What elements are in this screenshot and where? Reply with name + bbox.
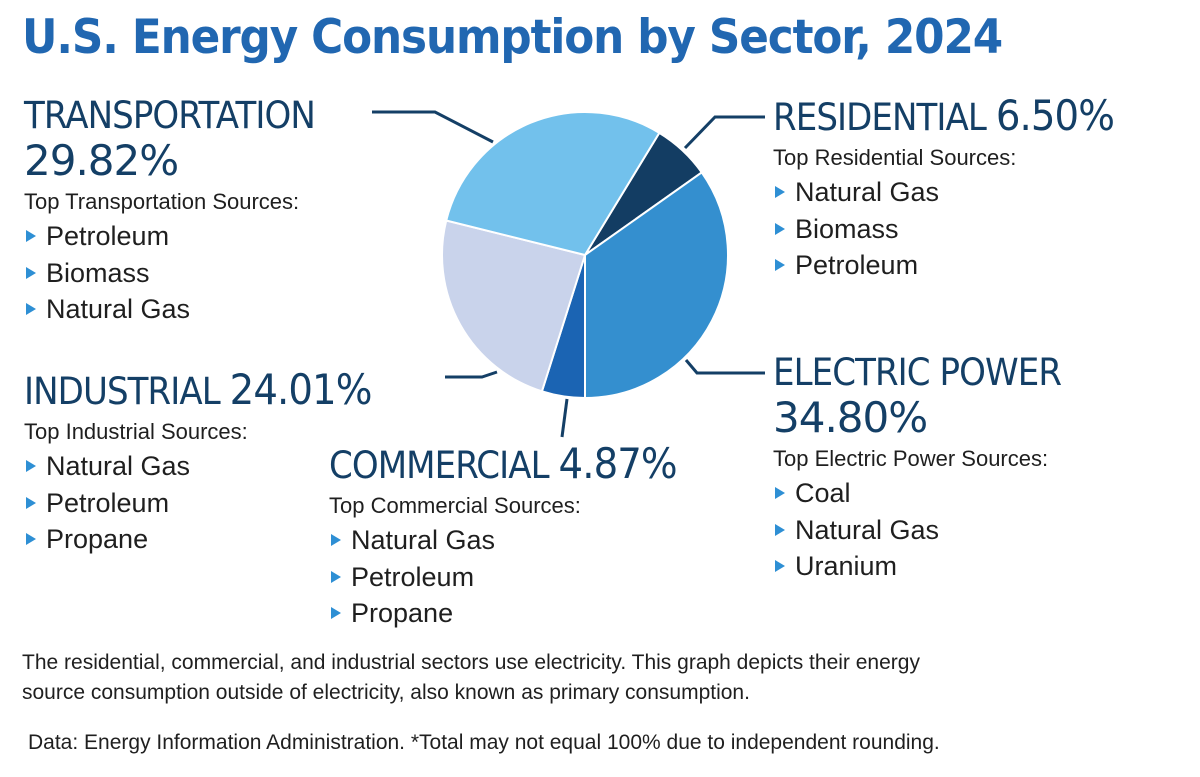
sources-heading: Top Transportation Sources: [24,189,300,214]
source-label: Natural Gas [46,294,191,324]
sources-heading: Top Residential Sources: [773,145,1017,170]
source-label: Biomass [46,257,150,288]
source-item: Natural Gas [329,522,707,559]
leader-line-industrial [445,370,498,379]
sources-list: Natural Gas Petroleum Propane [24,448,402,558]
sources-heading: Top Electric Power Sources: [773,446,1049,471]
footnote-line-1: The residential, commercial, and industr… [22,651,920,674]
source-label: Uranium [795,551,898,581]
source-item: Natural Gas [773,512,1086,549]
source-item: Propane [329,595,707,632]
source-item: Petroleum [329,559,707,596]
sector-transportation: TRANSPORTATION 29.82% Top Transportation… [24,94,340,328]
sector-heading: INDUSTRIAL 24.01% [24,368,372,414]
bullet-triangle-icon [331,534,341,547]
leader-line-residential [683,115,765,150]
source-item: Biomass [773,211,1144,248]
source-label: Petroleum [46,487,170,518]
chart-title: U.S. Energy Consumption by Sector, 2024 [22,10,1003,65]
source-label: Natural Gas [795,177,940,207]
source-label: Biomass [795,213,899,244]
source-item: Coal [773,475,1086,512]
source-label: Propane [351,598,454,628]
sources-list: Coal Natural Gas Uranium [773,475,1086,585]
bullet-triangle-icon [26,460,36,473]
sector-percent: 24.01% [229,365,373,414]
pie-slice-electric [584,171,730,400]
bullet-triangle-icon [26,533,36,546]
sources-list: Petroleum Biomass Natural Gas [24,218,340,328]
pie-slice-transportation [445,111,661,257]
sector-heading: COMMERCIAL 4.87% [329,439,678,488]
bullet-triangle-icon [775,222,785,235]
pie-slice-industrial [441,219,587,393]
sources-heading: Top Commercial Sources: [329,493,581,518]
sector-heading: RESIDENTIAL 6.50% [773,91,1115,140]
footnote-line-2: source consumption outside of electricit… [22,681,750,704]
sources-heading: Top Industrial Sources: [24,419,248,444]
sector-percent: 6.50% [995,91,1115,140]
source-item: Petroleum [773,247,1144,284]
bullet-triangle-icon [26,303,36,316]
source-label: Petroleum [351,561,475,592]
source-label: Natural Gas [351,525,496,555]
sector-commercial: COMMERCIAL 4.87% Top Commercial Sources:… [329,442,707,632]
bullet-triangle-icon [26,230,36,243]
sector-name: TRANSPORTATION [24,94,316,137]
sector-name: RESIDENTIAL [773,96,987,139]
source-item: Uranium [773,548,1086,585]
sector-name: ELECTRIC POWER [773,351,1062,394]
source-label: Petroleum [795,250,919,280]
bullet-triangle-icon [775,259,785,272]
sector-name: INDUSTRIAL [24,370,221,413]
source-label: Natural Gas [795,514,940,545]
sector-name: COMMERCIAL [329,444,550,487]
leader-line-electric [684,359,765,375]
data-source-note: Data: Energy Information Administration.… [28,731,940,754]
source-item: Petroleum [24,485,402,522]
source-item: Natural Gas [24,291,340,328]
leader-line-transportation [372,110,494,144]
source-label: Natural Gas [46,451,191,481]
source-item: Natural Gas [24,448,402,485]
bullet-triangle-icon [775,186,785,199]
sector-electric-power: ELECTRIC POWER 34.80% Top Electric Power… [773,351,1086,585]
bullet-triangle-icon [331,607,341,620]
source-item: Propane [24,521,402,558]
sector-percent: 4.87% [558,439,678,488]
sector-residential: RESIDENTIAL 6.50% Top Residential Source… [773,94,1144,284]
sector-percent: 29.82% [24,136,179,185]
bullet-triangle-icon [775,560,785,573]
source-item: Natural Gas [773,174,1144,211]
sources-list: Natural Gas Petroleum Propane [329,522,707,632]
sector-percent: 34.80% [773,393,928,442]
source-item: Petroleum [24,218,340,255]
source-item: Biomass [24,255,340,292]
sector-industrial: INDUSTRIAL 24.01% Top Industrial Sources… [24,368,402,558]
sources-list: Natural Gas Biomass Petroleum [773,174,1144,284]
bullet-triangle-icon [775,487,785,500]
bullet-triangle-icon [26,266,36,279]
source-label: Propane [46,524,149,554]
leader-line-commercial [560,398,569,438]
bullet-triangle-icon [26,496,36,509]
source-label: Petroleum [46,221,170,251]
source-label: Coal [795,478,851,508]
bullet-triangle-icon [331,570,341,583]
bullet-triangle-icon [775,523,785,536]
